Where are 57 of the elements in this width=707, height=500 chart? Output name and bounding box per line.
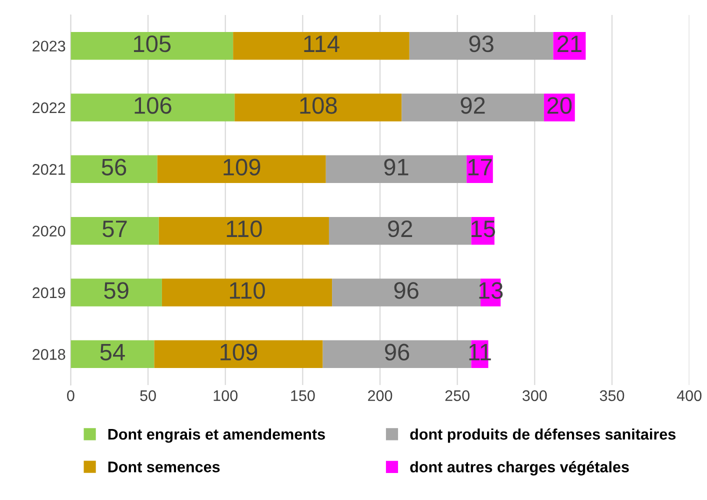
data-label: 20: [547, 97, 572, 114]
data-label: 57: [102, 220, 127, 238]
bar: [70, 94, 235, 122]
bar: [70, 278, 162, 306]
x-tick-label: 400: [676, 390, 702, 402]
bar: [234, 94, 402, 122]
legend-label: dont autres charges végétales: [410, 461, 629, 476]
data-label: 59: [104, 282, 128, 299]
y-tick-label: 2018: [32, 349, 66, 360]
legend-label: dont produits de défenses sanitaires: [410, 428, 676, 443]
y-tick-label: 2019: [32, 287, 66, 298]
data-label: 109: [224, 158, 260, 176]
data-label: 92: [388, 220, 412, 238]
bar: [409, 32, 554, 60]
data-label: 114: [304, 36, 340, 52]
data-label: 56: [102, 158, 126, 176]
y-tick-label: 2020: [32, 226, 66, 237]
y-tick-label: 2023: [32, 40, 66, 52]
y-tick-label: 2021: [32, 164, 66, 175]
bar: [70, 155, 158, 184]
data-label: 91: [384, 158, 408, 176]
bar: [162, 278, 332, 306]
bar: [154, 340, 323, 368]
bar: [70, 340, 154, 368]
x-tick-label: 350: [600, 390, 624, 402]
data-label: 92: [460, 97, 485, 114]
data-label: 54: [100, 344, 125, 361]
data-label: 96: [394, 282, 418, 299]
x-tick-label: 50: [140, 390, 156, 402]
data-label: 17: [468, 159, 492, 176]
bar: [332, 278, 481, 306]
data-label: 105: [134, 35, 171, 52]
bar: [326, 155, 467, 184]
bar: [70, 32, 234, 60]
data-label: 109: [220, 344, 258, 361]
x-tick-label: 0: [67, 390, 74, 402]
bar: [328, 216, 472, 245]
x-tick-label: 300: [522, 390, 547, 402]
data-label: 108: [300, 97, 337, 114]
bar: [402, 94, 544, 122]
x-tick-label: 150: [291, 390, 315, 402]
bar: [70, 216, 159, 245]
x-tick-label: 100: [214, 390, 238, 402]
data-label: 96: [385, 344, 410, 361]
data-label: 21: [558, 35, 582, 52]
legend-label: Dont engrais et amendements: [108, 428, 325, 443]
y-tick-label: 2022: [32, 102, 66, 114]
legend-label: Dont semences: [108, 462, 220, 472]
data-label: 110: [230, 282, 265, 299]
data-label: 110: [226, 220, 262, 238]
bar: [233, 32, 410, 60]
x-tick-label: 250: [445, 390, 470, 402]
data-label: 106: [134, 97, 172, 114]
bar: [158, 216, 329, 245]
x-tick-label: 200: [368, 390, 392, 402]
bar: [157, 155, 326, 184]
data-label: 93: [469, 35, 494, 52]
